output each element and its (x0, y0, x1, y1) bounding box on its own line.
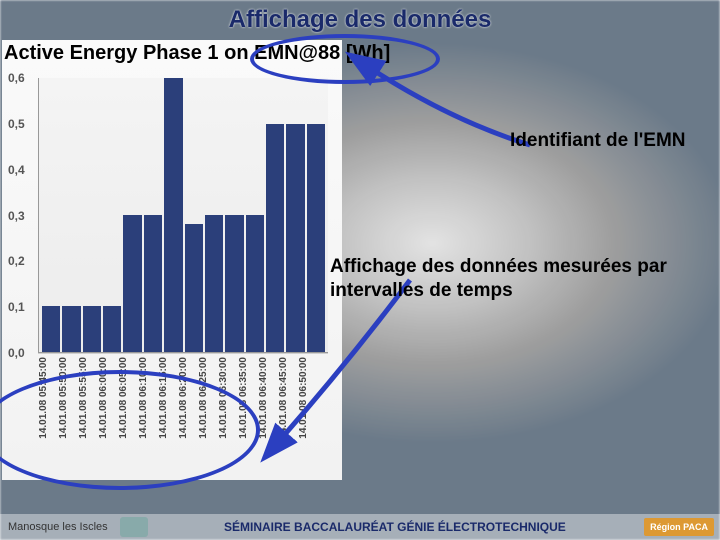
chart-bar (83, 306, 101, 352)
chart-bar (185, 224, 203, 352)
chart-bar (225, 215, 243, 352)
ytick-label: 0,5 (8, 117, 25, 131)
logo-school-icon (120, 517, 148, 537)
chart-bar (246, 215, 264, 352)
chart-bar (205, 215, 223, 352)
ytick-label: 0,6 (8, 71, 25, 85)
logo-region: Région PACA (644, 518, 714, 536)
ytick-label: 0,3 (8, 209, 25, 223)
annotation-intervals: Affichage des données mesurées par inter… (330, 255, 710, 303)
chart-bar (62, 306, 80, 352)
ytick-label: 0,4 (8, 163, 25, 177)
chart-bar (42, 306, 60, 352)
ytick-label: 0,0 (8, 346, 25, 360)
chart-bar (164, 78, 182, 352)
ytick-label: 0,2 (8, 254, 25, 268)
footer-location: Manosque les Iscles (0, 521, 116, 533)
footer-bar: Manosque les Iscles SÉMINAIRE BACCALAURÉ… (0, 514, 720, 540)
chart-bar (144, 215, 162, 352)
ytick-label: 0,1 (8, 300, 25, 314)
footer-seminar: SÉMINAIRE BACCALAURÉAT GÉNIE ÉLECTROTECH… (152, 520, 638, 534)
slide-title: Affichage des données (0, 6, 720, 34)
annotation-emn-id: Identifiant de l'EMN (510, 130, 686, 152)
chart-bar (123, 215, 141, 352)
logo-region-label: Région PACA (650, 522, 708, 532)
chart-bar (103, 306, 121, 352)
